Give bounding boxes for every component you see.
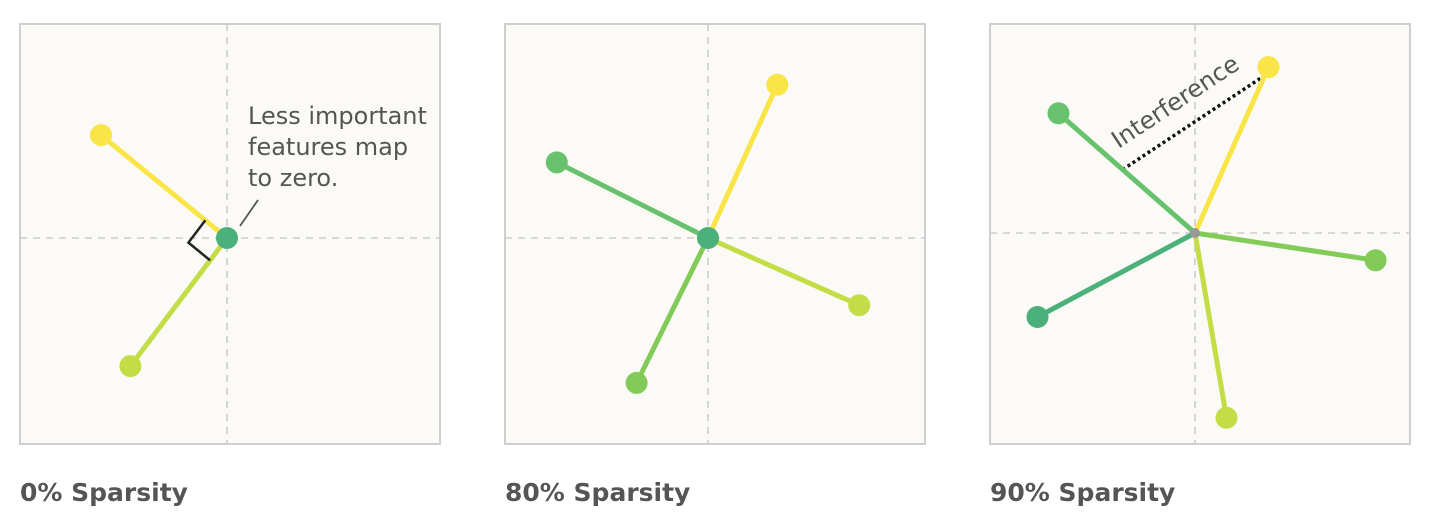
panel-0-sparsity: Less important features map to zero.: [19, 23, 441, 445]
panel-90-sparsity: Interference: [989, 23, 1411, 445]
feature-vector-1: [554, 159, 711, 241]
feature-vector-2: [1192, 230, 1379, 263]
feature-vector-4: [1192, 230, 1229, 421]
feature-endpoint-0: [90, 124, 112, 147]
feature-vector-1: [1056, 110, 1198, 236]
feature-endpoint-0: [766, 73, 789, 96]
annotation-line-0: Less important: [248, 102, 427, 130]
feature-endpoint-1: [119, 355, 142, 378]
annotation-pointer: [239, 199, 259, 227]
feature-vector-0: [1192, 64, 1271, 236]
origin-dot: [697, 227, 719, 249]
origin-dot: [216, 227, 238, 249]
feature-endpoint-3: [1026, 306, 1049, 328]
feature-vector-2: [705, 235, 862, 308]
interference-line: [1121, 73, 1266, 172]
panel-80-caption: 80% Sparsity: [505, 478, 691, 507]
panel-90-caption: 90% Sparsity: [990, 478, 1176, 507]
annotation-line-2: to zero.: [248, 164, 338, 192]
right-angle-marker: [186, 219, 211, 262]
origin-dot: [1190, 228, 1200, 238]
feature-vector-3: [634, 235, 711, 386]
feature-endpoint-1: [545, 151, 568, 174]
feature-endpoint-3: [625, 371, 648, 394]
feature-vector-1: [127, 235, 230, 369]
feature-vector-0: [705, 82, 780, 241]
feature-endpoint-1: [1047, 102, 1070, 125]
feature-endpoint-2: [1364, 249, 1387, 272]
annotation-line-1: features map: [248, 133, 408, 161]
feature-endpoint-0: [1257, 56, 1280, 79]
feature-endpoint-4: [1215, 406, 1238, 429]
feature-endpoint-2: [848, 294, 871, 317]
feature-vector-3: [1035, 230, 1198, 320]
panel-80-sparsity: [504, 23, 926, 445]
panel-0-caption: 0% Sparsity: [20, 478, 188, 507]
